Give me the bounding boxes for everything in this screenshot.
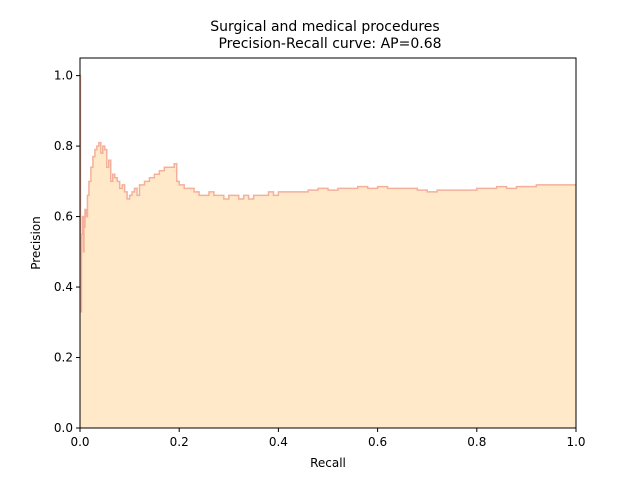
x-tick-label: 0.6 (368, 435, 387, 449)
chart-subtitle: Precision-Recall curve: AP=0.68 (218, 36, 441, 52)
y-tick-label: 0.8 (54, 139, 73, 153)
pr-curve-line (79, 74, 576, 313)
x-axis-label: Recall (310, 456, 346, 470)
x-axis-ticks: 0.0 0.2 0.4 0.6 0.8 1.0 (70, 428, 586, 449)
y-tick-label: 0.0 (54, 421, 73, 435)
plot-frame (79, 57, 577, 429)
x-tick-label: 0.4 (269, 435, 288, 449)
pr-area-fill (80, 75, 576, 429)
y-axis-ticks: 0.0 0.2 0.4 0.6 0.8 1.0 (54, 69, 80, 435)
y-tick-label: 0.2 (54, 351, 73, 365)
x-tick-label: 0.8 (467, 435, 486, 449)
x-tick-label: 0.2 (170, 435, 189, 449)
x-tick-label: 0.0 (70, 435, 89, 449)
y-tick-label: 0.6 (54, 210, 73, 224)
x-tick-label: 1.0 (566, 435, 585, 449)
y-axis-label: Precision (29, 216, 43, 270)
chart-title: Surgical and medical procedures (210, 19, 439, 35)
y-tick-label: 0.4 (54, 280, 73, 294)
y-tick-label: 1.0 (54, 69, 73, 83)
